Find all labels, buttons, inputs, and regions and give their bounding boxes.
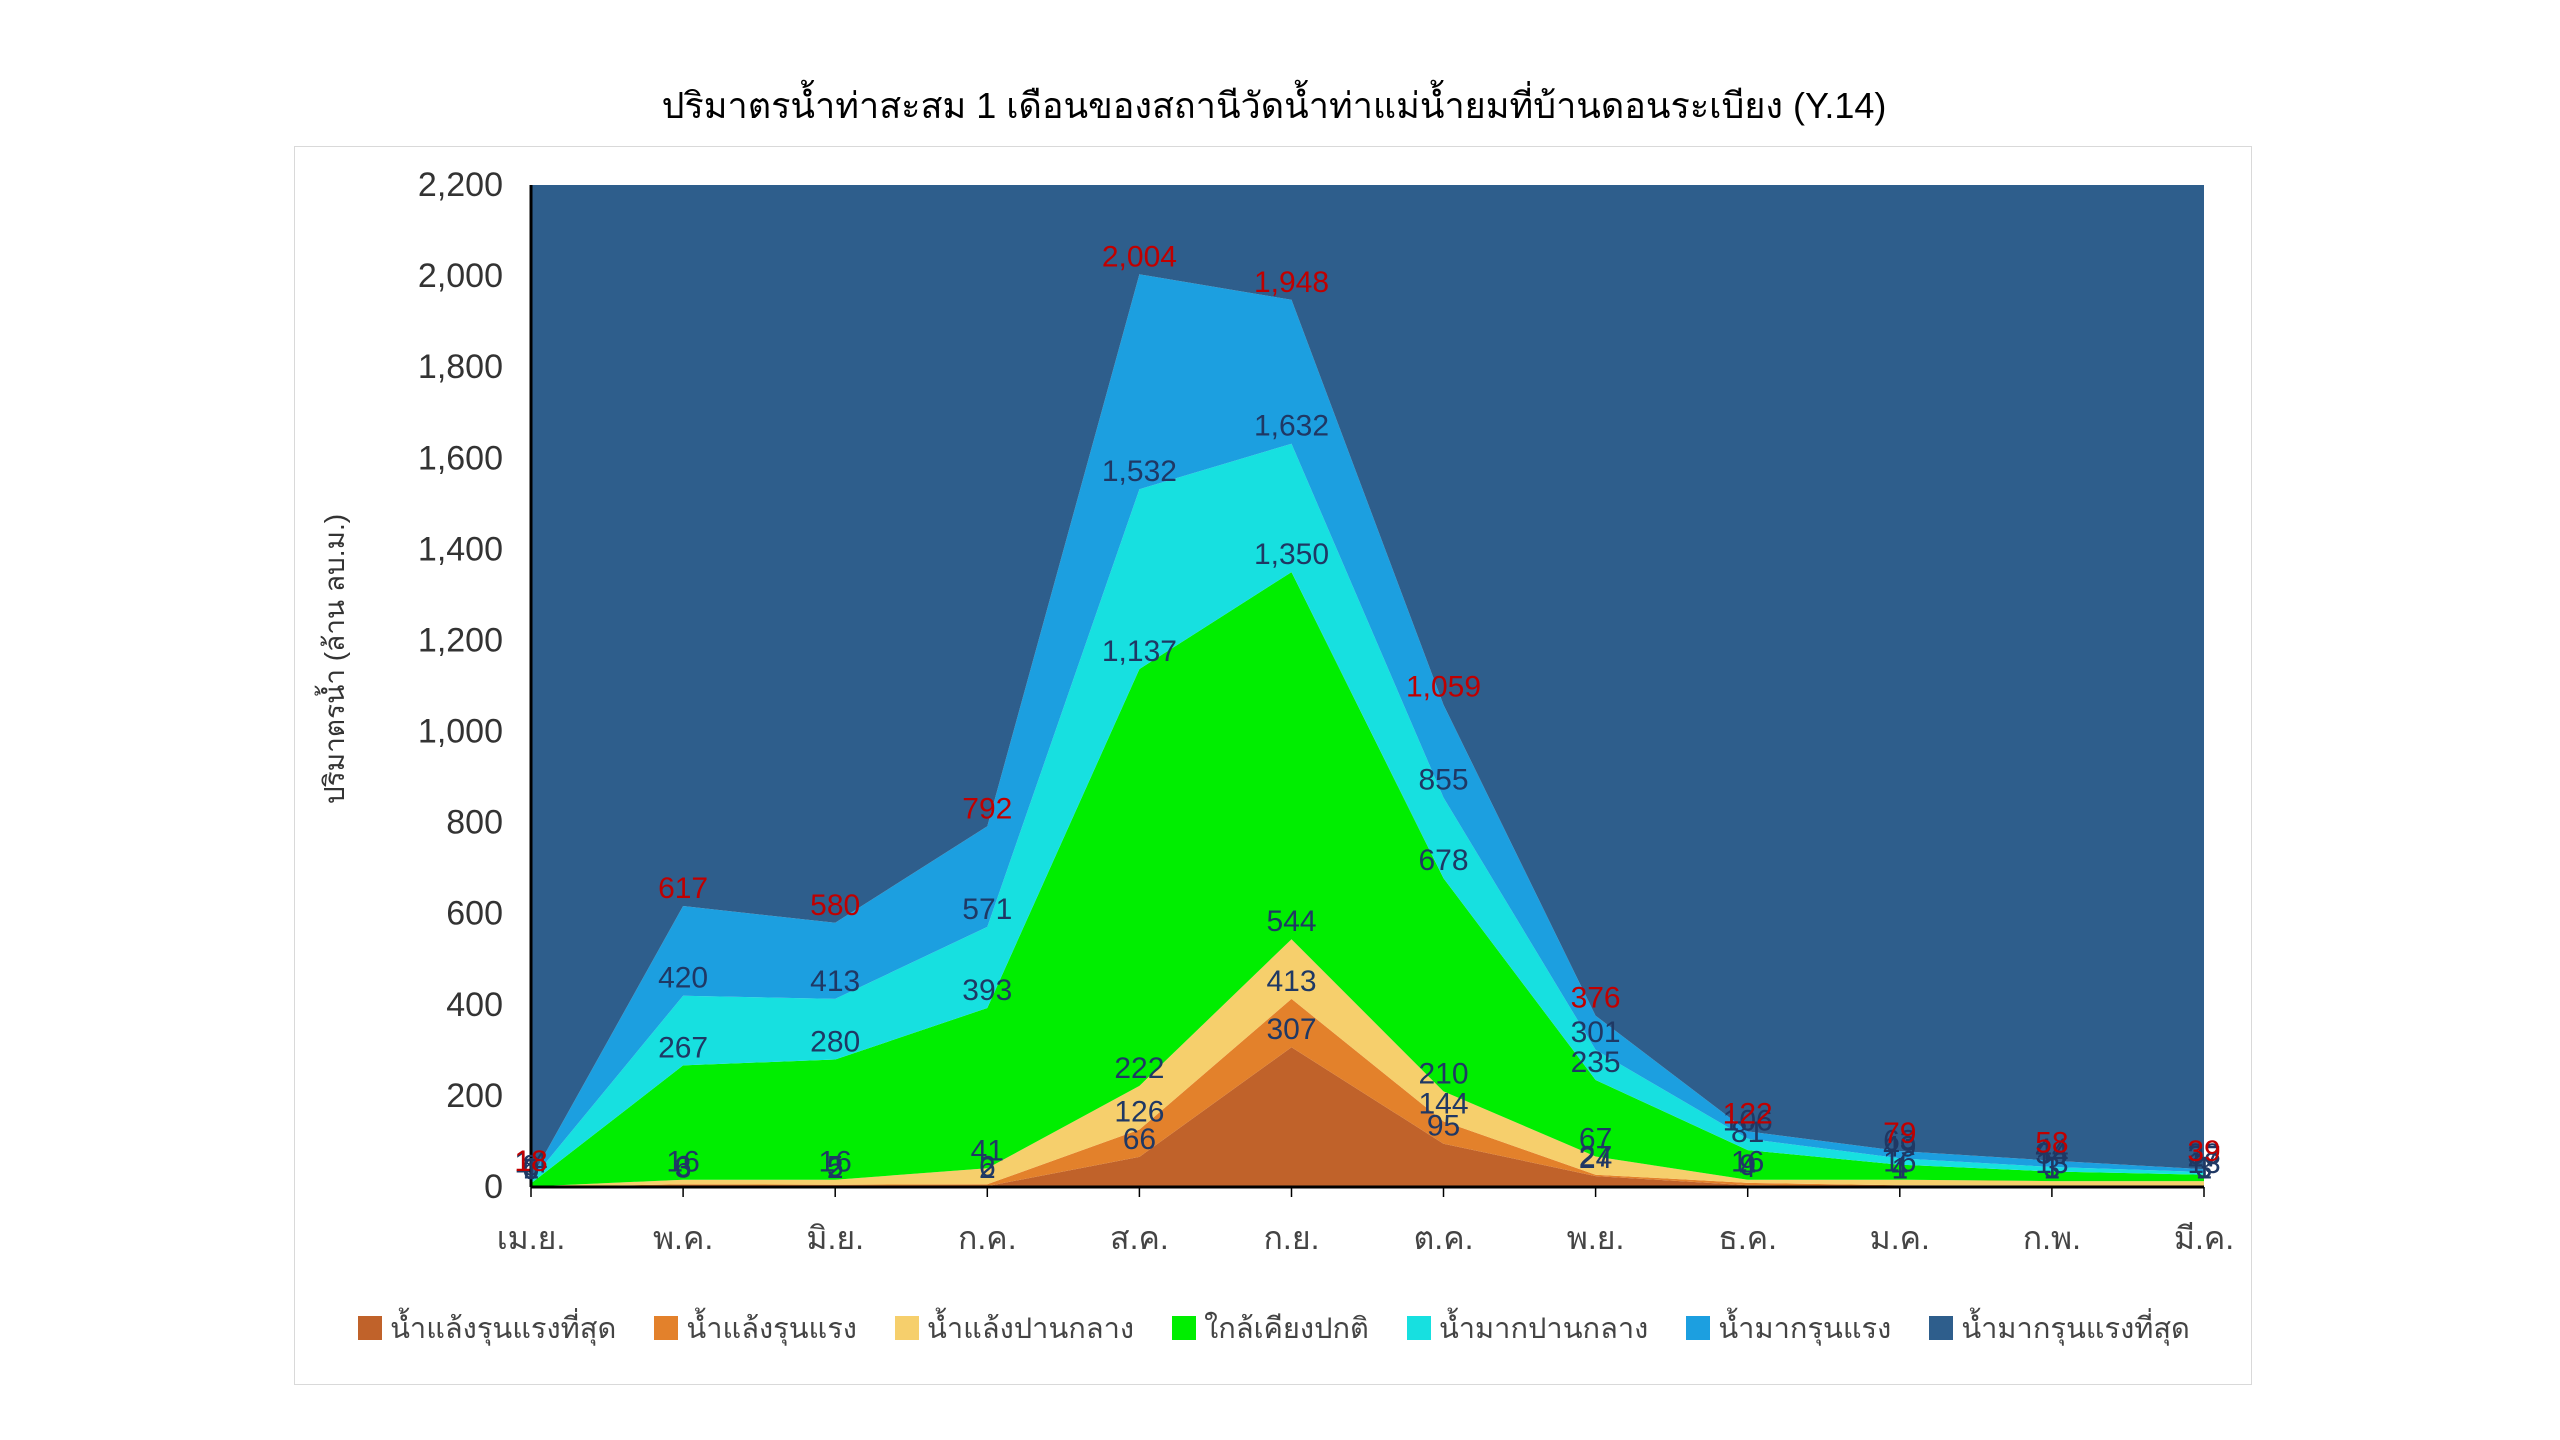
svg-text:1,532: 1,532 [1102,455,1177,488]
svg-text:393: 393 [962,974,1012,1007]
svg-text:1,632: 1,632 [1254,410,1329,443]
svg-text:800: 800 [446,804,503,842]
svg-text:376: 376 [1571,982,1621,1015]
svg-text:2,000: 2,000 [418,257,503,295]
svg-text:ม.ค.: ม.ค. [1870,1220,1930,1256]
svg-text:ธ.ค.: ธ.ค. [1718,1220,1777,1256]
svg-text:1,800: 1,800 [418,348,503,386]
svg-text:235: 235 [1571,1046,1621,1079]
svg-text:855: 855 [1418,764,1468,797]
svg-text:16: 16 [1731,1146,1764,1179]
svg-text:267: 267 [658,1031,708,1064]
svg-text:58: 58 [2035,1127,2068,1160]
svg-text:1,059: 1,059 [1406,671,1481,704]
svg-text:200: 200 [446,1077,503,1115]
svg-text:ก.พ.: ก.พ. [2023,1220,2081,1256]
svg-text:16: 16 [666,1146,699,1179]
svg-text:2,200: 2,200 [418,166,503,204]
svg-text:ต.ค.: ต.ค. [1414,1220,1474,1256]
svg-text:1,000: 1,000 [418,713,503,751]
svg-text:2,004: 2,004 [1102,240,1177,273]
svg-text:ส.ค.: ส.ค. [1110,1220,1169,1256]
svg-text:1,200: 1,200 [418,622,503,660]
svg-text:617: 617 [658,872,708,905]
svg-text:678: 678 [1418,844,1468,877]
svg-text:301: 301 [1571,1016,1621,1049]
svg-text:พ.ค.: พ.ค. [653,1220,713,1256]
svg-text:67: 67 [1579,1123,1612,1156]
svg-text:เม.ย.: เม.ย. [497,1220,566,1256]
svg-text:79: 79 [1883,1117,1916,1150]
svg-text:144: 144 [1418,1087,1468,1120]
svg-text:18: 18 [514,1145,547,1178]
svg-text:39: 39 [2187,1135,2220,1168]
svg-text:600: 600 [446,895,503,933]
svg-text:1,948: 1,948 [1254,266,1329,299]
svg-text:222: 222 [1114,1052,1164,1085]
svg-text:420: 420 [658,962,708,995]
svg-text:1,400: 1,400 [418,530,503,568]
svg-text:280: 280 [810,1026,860,1059]
svg-text:580: 580 [810,889,860,922]
svg-text:544: 544 [1266,905,1316,938]
svg-text:413: 413 [810,965,860,998]
svg-text:มิ.ย.: มิ.ย. [806,1220,864,1256]
svg-text:210: 210 [1418,1057,1468,1090]
svg-text:1,350: 1,350 [1254,538,1329,571]
svg-text:1,137: 1,137 [1102,635,1177,668]
svg-text:307: 307 [1266,1013,1316,1046]
svg-text:792: 792 [962,792,1012,825]
svg-text:122: 122 [1723,1097,1773,1130]
svg-text:ก.ย.: ก.ย. [1264,1220,1320,1256]
svg-text:126: 126 [1114,1096,1164,1129]
svg-text:413: 413 [1266,965,1316,998]
svg-text:41: 41 [971,1134,1004,1167]
svg-text:มี.ค.: มี.ค. [2174,1220,2234,1256]
svg-text:1,600: 1,600 [418,439,503,477]
svg-text:ก.ค.: ก.ค. [958,1220,1017,1256]
svg-text:พ.ย.: พ.ย. [1567,1220,1625,1256]
svg-text:571: 571 [962,893,1012,926]
svg-text:400: 400 [446,986,503,1024]
svg-text:0: 0 [484,1168,503,1206]
svg-text:16: 16 [819,1146,852,1179]
